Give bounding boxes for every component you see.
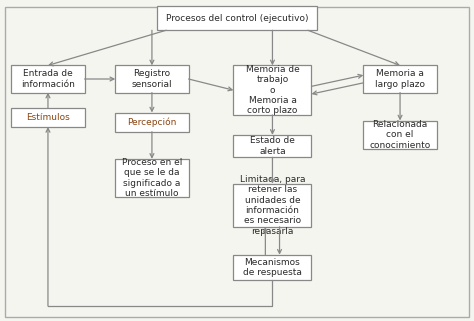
- Text: Procesos del control (ejecutivo): Procesos del control (ejecutivo): [166, 14, 308, 23]
- FancyBboxPatch shape: [156, 6, 318, 30]
- Text: Percepción: Percepción: [127, 117, 177, 127]
- FancyBboxPatch shape: [234, 255, 311, 280]
- FancyBboxPatch shape: [115, 65, 189, 92]
- FancyBboxPatch shape: [115, 159, 189, 197]
- Text: Registro
sensorial: Registro sensorial: [132, 69, 172, 89]
- Text: Memoria de
trabajo
o
Memoria a
corto plazo: Memoria de trabajo o Memoria a corto pla…: [246, 65, 299, 116]
- FancyBboxPatch shape: [234, 184, 311, 227]
- Text: Estado de
alerta: Estado de alerta: [250, 136, 295, 156]
- FancyBboxPatch shape: [11, 108, 84, 127]
- FancyBboxPatch shape: [5, 7, 469, 317]
- FancyBboxPatch shape: [11, 65, 84, 92]
- Text: Limitada, para
retener las
unidades de
información
es necesario
repasarla: Limitada, para retener las unidades de i…: [240, 175, 305, 236]
- FancyBboxPatch shape: [234, 135, 311, 157]
- FancyBboxPatch shape: [234, 65, 311, 115]
- Text: Proceso en el
que se le da
significado a
un estímulo: Proceso en el que se le da significado a…: [122, 158, 182, 198]
- Text: Relacionada
con el
conocimiento: Relacionada con el conocimiento: [369, 120, 431, 150]
- Text: Memoria a
largo plazo: Memoria a largo plazo: [375, 69, 425, 89]
- Text: Mecanismos
de respuesta: Mecanismos de respuesta: [243, 258, 302, 277]
- Text: Estímulos: Estímulos: [26, 113, 70, 122]
- FancyBboxPatch shape: [115, 113, 189, 132]
- Text: Entrada de
información: Entrada de información: [21, 69, 75, 89]
- FancyBboxPatch shape: [364, 121, 437, 149]
- FancyBboxPatch shape: [364, 65, 437, 92]
